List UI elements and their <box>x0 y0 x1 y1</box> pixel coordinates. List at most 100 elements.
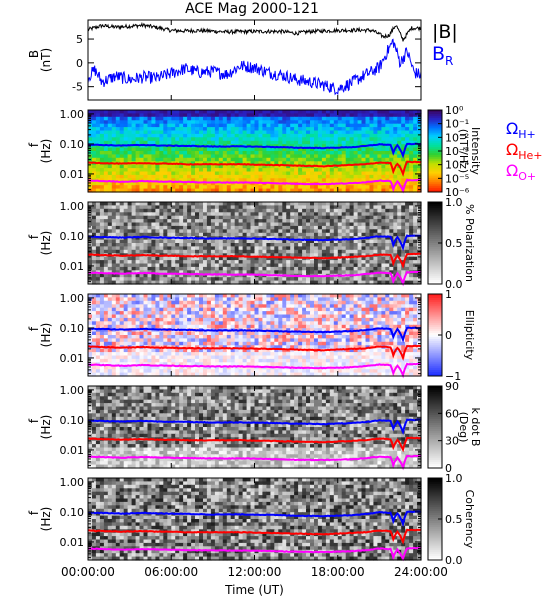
heatmap-cell <box>103 314 109 319</box>
heatmap-cell <box>385 266 390 271</box>
heatmap-cell <box>361 174 367 179</box>
heatmap-cell <box>397 246 402 251</box>
heatmap-cell <box>270 215 275 220</box>
heatmap-cell <box>373 147 378 152</box>
heatmap-cell <box>191 127 196 132</box>
heatmap-cell <box>222 113 228 118</box>
heatmap-cell <box>195 253 200 258</box>
heatmap-cell <box>155 157 160 162</box>
heatmap-cell <box>310 157 315 162</box>
heatmap-cell <box>246 120 252 125</box>
heatmap-cell <box>123 273 129 278</box>
heatmap-cell <box>195 157 200 162</box>
heatmap-cell <box>230 181 236 186</box>
heatmap-cell <box>123 243 129 247</box>
heatmap-cell <box>111 113 117 118</box>
heatmap-cell <box>187 202 192 206</box>
heatmap-cell <box>127 277 133 282</box>
heatmap-cell <box>210 304 216 309</box>
heatmap-cell <box>270 249 275 254</box>
heatmap-cell <box>361 222 367 227</box>
heatmap-cell <box>294 178 299 183</box>
heatmap-cell <box>361 300 367 305</box>
heatmap-cell <box>397 253 402 258</box>
heatmap-cell <box>294 266 299 271</box>
heatmap-cell <box>290 236 295 241</box>
heatmap-cell <box>321 215 327 220</box>
heatmap-cell <box>187 137 192 142</box>
heatmap-cell <box>167 164 172 169</box>
heatmap-cell <box>163 188 168 193</box>
heatmap-cell <box>365 181 371 186</box>
heatmap-cell <box>155 246 160 251</box>
heatmap-cell <box>262 113 267 118</box>
heatmap-cell <box>175 225 180 230</box>
heatmap-cell <box>302 140 307 145</box>
heatmap-cell <box>151 256 156 261</box>
heatmap-cell <box>369 205 375 210</box>
heatmap-cell <box>389 219 394 224</box>
heatmap-cell <box>195 116 200 121</box>
heatmap-cell <box>222 185 228 190</box>
heatmap-cell <box>103 270 109 275</box>
heatmap-cell <box>329 307 335 312</box>
heatmap-cell <box>92 311 97 316</box>
heatmap-cell <box>230 260 236 265</box>
heatmap-cell <box>325 249 331 254</box>
heatmap-cell <box>270 133 275 138</box>
heatmap-cell <box>131 147 137 152</box>
heatmap-cell <box>270 263 275 268</box>
heatmap-cell <box>246 270 252 275</box>
heatmap-cell <box>357 266 363 271</box>
heatmap-cell <box>218 243 224 247</box>
heatmap-cell <box>397 110 402 114</box>
heatmap-cell <box>401 229 406 234</box>
heatmap-cell <box>151 202 156 206</box>
heatmap-cell <box>361 113 367 118</box>
heatmap-cell <box>298 185 303 190</box>
heatmap-cell <box>298 140 303 145</box>
heatmap-cell <box>115 202 121 206</box>
heatmap-cell <box>377 202 382 206</box>
heatmap-cell <box>298 212 303 217</box>
heatmap-cell <box>278 246 283 251</box>
colorbar-step <box>428 173 442 177</box>
heatmap-cell <box>258 260 264 265</box>
heatmap-cell <box>369 171 375 176</box>
heatmap-cell <box>381 151 386 155</box>
heatmap-cell <box>195 222 200 227</box>
heatmap-cell <box>159 294 164 298</box>
heatmap-cell <box>99 147 105 152</box>
heatmap-cell <box>175 270 180 275</box>
heatmap-cell <box>199 140 204 145</box>
heatmap-cell <box>325 229 331 234</box>
heatmap-cell <box>203 243 208 247</box>
heatmap-cell <box>242 116 248 121</box>
heatmap-cell <box>306 232 311 237</box>
heatmap-cell <box>282 151 287 155</box>
heatmap-cell <box>187 140 192 145</box>
heatmap-cell <box>302 280 307 285</box>
heatmap-cell <box>413 236 418 241</box>
heatmap-cell <box>341 307 347 312</box>
heatmap-cell <box>187 317 192 322</box>
heatmap-cell <box>218 127 224 132</box>
heatmap-cell <box>246 178 252 183</box>
heatmap-cell <box>314 137 319 142</box>
heatmap-cell <box>222 260 228 265</box>
heatmap-cell <box>381 205 386 210</box>
heatmap-cell <box>115 127 121 132</box>
heatmap-cell <box>95 222 101 227</box>
heatmap-cell <box>333 246 339 251</box>
heatmap-cell <box>306 127 311 132</box>
heatmap-cell <box>238 205 244 210</box>
heatmap-cell <box>286 311 291 316</box>
heatmap-cell <box>210 314 216 319</box>
heatmap-cell <box>393 157 398 162</box>
heatmap-cell <box>195 232 200 237</box>
heatmap-cell <box>107 294 113 298</box>
heatmap-cell <box>151 229 156 234</box>
heatmap-cell <box>270 120 275 125</box>
heatmap-cell <box>230 151 236 155</box>
heatmap-cell <box>234 116 240 121</box>
